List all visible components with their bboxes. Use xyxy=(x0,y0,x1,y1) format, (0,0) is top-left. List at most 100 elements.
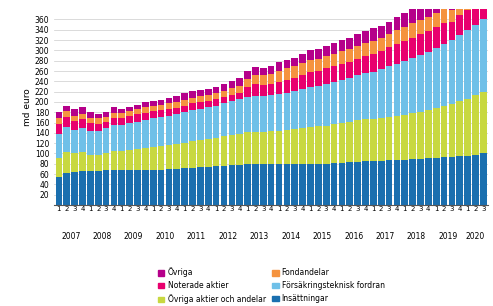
Bar xyxy=(134,105,141,109)
Bar xyxy=(417,6,424,20)
Bar xyxy=(103,128,109,153)
Bar xyxy=(339,40,345,51)
Bar xyxy=(480,154,487,205)
Bar xyxy=(244,97,251,132)
Bar xyxy=(134,114,141,121)
Bar xyxy=(347,49,353,62)
Bar xyxy=(95,155,102,171)
Bar xyxy=(457,156,463,205)
Bar xyxy=(401,61,408,115)
Bar xyxy=(283,164,290,205)
Bar xyxy=(229,95,235,101)
Bar xyxy=(236,99,243,134)
Bar xyxy=(362,31,369,43)
Bar xyxy=(174,144,180,169)
Bar xyxy=(166,170,173,205)
Bar xyxy=(362,56,369,73)
Bar xyxy=(221,103,227,136)
Bar xyxy=(197,96,204,103)
Bar xyxy=(103,117,109,122)
Bar xyxy=(409,58,416,113)
Bar xyxy=(213,87,219,93)
Bar xyxy=(95,118,102,124)
Bar xyxy=(236,86,243,93)
Bar xyxy=(260,75,267,85)
Bar xyxy=(181,112,188,143)
Bar xyxy=(417,35,424,55)
Bar xyxy=(56,118,62,124)
Bar xyxy=(189,103,196,110)
Text: 2009: 2009 xyxy=(124,232,143,241)
Bar xyxy=(205,107,211,139)
Bar xyxy=(189,168,196,205)
Bar xyxy=(386,47,392,66)
Bar xyxy=(71,130,78,154)
Bar xyxy=(189,98,196,103)
Bar xyxy=(205,167,211,205)
Bar xyxy=(236,78,243,86)
Bar xyxy=(441,157,448,205)
Bar xyxy=(464,30,471,99)
Text: 2007: 2007 xyxy=(61,232,80,241)
Bar xyxy=(457,101,463,156)
Bar xyxy=(362,119,369,161)
Bar xyxy=(268,131,275,164)
Bar xyxy=(205,101,211,107)
Bar xyxy=(174,102,180,108)
Bar xyxy=(103,170,109,205)
Bar xyxy=(331,82,337,124)
Bar xyxy=(150,147,157,170)
Bar xyxy=(299,128,306,164)
Bar xyxy=(339,163,345,205)
Bar xyxy=(401,27,408,41)
Bar xyxy=(213,106,219,138)
Bar xyxy=(323,164,329,205)
Bar xyxy=(166,109,173,116)
Bar xyxy=(252,75,259,84)
Bar xyxy=(71,109,78,116)
Bar xyxy=(291,66,298,78)
Text: 2015: 2015 xyxy=(313,232,332,241)
Bar xyxy=(315,71,321,86)
Bar xyxy=(64,173,70,205)
Bar xyxy=(331,163,337,205)
Bar xyxy=(79,171,86,205)
Bar xyxy=(433,27,440,48)
Bar xyxy=(229,165,235,205)
Bar xyxy=(393,64,400,116)
Bar xyxy=(354,162,361,205)
Bar xyxy=(213,166,219,205)
Bar xyxy=(425,31,432,52)
Bar xyxy=(110,151,117,170)
Bar xyxy=(126,106,133,111)
Bar xyxy=(260,85,267,96)
Bar xyxy=(464,99,471,155)
Bar xyxy=(150,170,157,205)
Bar xyxy=(283,93,290,130)
Bar xyxy=(268,74,275,84)
Bar xyxy=(331,66,337,82)
Bar xyxy=(393,160,400,205)
Bar xyxy=(87,155,94,171)
Text: 2018: 2018 xyxy=(407,232,426,241)
Bar xyxy=(205,95,211,101)
Bar xyxy=(134,109,141,114)
Text: 2014: 2014 xyxy=(281,232,300,241)
Bar xyxy=(118,170,125,205)
Bar xyxy=(64,127,70,152)
Bar xyxy=(480,91,487,154)
Bar xyxy=(370,54,377,72)
Bar xyxy=(142,107,149,113)
Bar xyxy=(315,49,321,59)
Bar xyxy=(87,123,94,131)
Bar xyxy=(79,114,86,119)
Bar xyxy=(347,38,353,49)
Bar xyxy=(472,3,479,25)
Bar xyxy=(150,101,157,106)
Bar xyxy=(393,44,400,64)
Bar xyxy=(299,88,306,128)
Bar xyxy=(87,171,94,205)
Bar xyxy=(409,113,416,159)
Bar xyxy=(110,118,117,125)
Bar xyxy=(174,114,180,144)
